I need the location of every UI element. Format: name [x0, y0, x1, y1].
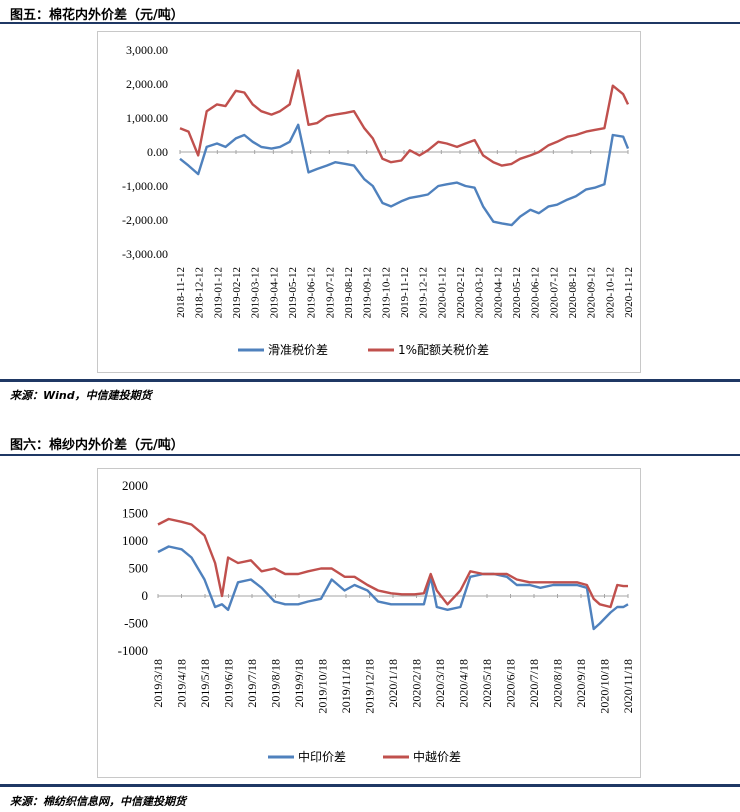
yarn-chart-frame: 2000 1500 1000 500 0 -500 -1000 2019/3/18 2019/4…: [97, 468, 641, 778]
yarn-x-tick-label: 2020/6/18: [504, 659, 518, 708]
cotton-x-tick-label: 2019-02-12: [231, 267, 243, 318]
cotton-legend-label-1: 滑准税价差: [268, 343, 328, 357]
figure6-source: 来源：棉纺织信息网，中信建投期货: [10, 795, 186, 808]
yarn-x-tick-label: 2019/4/18: [175, 659, 189, 708]
yarn-x-tick-label: 2020/8/18: [551, 659, 565, 708]
cotton-y-tick-label: -2,000.00: [122, 213, 168, 227]
cotton-x-tick-label: 2019-09-12: [362, 267, 374, 318]
yarn-x-tick-label: 2019/5/18: [198, 659, 212, 708]
cotton-x-tick-label: 2018-12-12: [194, 267, 206, 318]
yarn-x-tick-label: 2019/9/18: [292, 659, 306, 708]
yarn-x-tick-label: 2020/4/18: [457, 659, 471, 708]
figure5-top-rule: [0, 22, 740, 24]
yarn-series-line-2: [157, 517, 628, 609]
cotton-chart-frame: 3,000.00 2,000.00 1,000.00 0.00 -1,000.00 -2,…: [97, 31, 641, 373]
cotton-x-tick-label: 2020-07-12: [548, 267, 560, 318]
yarn-series-line-1: [157, 545, 629, 631]
yarn-x-tick-label: 2020/2/18: [410, 659, 424, 708]
yarn-x-tick-label: 2020/7/18: [527, 659, 541, 708]
yarn-x-tick-label: 2019/6/18: [222, 659, 236, 708]
cotton-x-tick-label: 2019-12-12: [418, 267, 430, 318]
figure6-title: 图六：棉纱内外价差（元/吨）: [10, 438, 184, 453]
cotton-x-tick-label: 2020-11-12: [623, 267, 635, 318]
yarn-y-tick-label: -1000: [118, 643, 148, 658]
cotton-y-tick-label: 1,000.00: [126, 111, 168, 125]
yarn-x-tick-label: 2020/1/18: [386, 659, 400, 708]
figure5-bottom-rule: [0, 379, 740, 382]
cotton-x-tick-label: 2020-08-12: [567, 267, 579, 318]
cotton-x-tick-label: 2019-03-12: [250, 267, 262, 318]
cotton-x-tick-label: 2019-06-12: [306, 267, 318, 318]
cotton-x-tick-label: 2020-01-12: [436, 267, 448, 318]
cotton-x-tick-label: 2020-04-12: [492, 267, 504, 318]
figure6-bottom-rule: [0, 784, 740, 787]
cotton-x-tick-label: 2020-10-12: [604, 267, 616, 318]
cotton-y-tick-label: 0.00: [147, 145, 168, 159]
yarn-x-tick-label: 2020/5/18: [480, 659, 494, 708]
yarn-x-tick-label: 2019/7/18: [245, 659, 259, 708]
yarn-x-tick-label: 2020/11/18: [621, 659, 635, 713]
yarn-x-tick-label: 2019/11/18: [339, 659, 353, 713]
cotton-y-tick-label: 3,000.00: [126, 43, 168, 57]
cotton-x-tick-label: 2020-03-12: [474, 267, 486, 318]
yarn-legend-label-1: 中印价差: [298, 749, 346, 764]
figure5-source: 来源：Wind，中信建投期货: [10, 389, 152, 402]
yarn-y-tick-label: 0: [142, 588, 149, 603]
yarn-x-tick-label: 2020/3/18: [433, 659, 447, 708]
cotton-y-tick-label: 2,000.00: [126, 77, 168, 91]
cotton-y-tick-label: -3,000.00: [122, 247, 168, 261]
cotton-legend-label-2: 1%配额关税价差: [398, 343, 489, 357]
cotton-x-tick-label: 2020-05-12: [511, 267, 523, 318]
cotton-x-tick-label: 2019-08-12: [343, 267, 355, 318]
cotton-x-tick-label: 2019-04-12: [268, 267, 280, 318]
yarn-y-tick-label: 1000: [122, 533, 148, 548]
cotton-x-tick-label: 2018-11-12: [175, 267, 187, 318]
yarn-legend-label-2: 中越价差: [413, 749, 461, 764]
cotton-x-tick-label: 2020-02-12: [455, 267, 467, 318]
cotton-x-tick-label: 2019-07-12: [324, 267, 336, 318]
yarn-x-tick-label: 2020/10/18: [598, 659, 612, 714]
cotton-x-tick-label: 2020-06-12: [530, 267, 542, 318]
yarn-x-tick-label: 2020/9/18: [574, 659, 588, 708]
yarn-x-tick-label: 2019/10/18: [316, 659, 330, 714]
yarn-y-tick-label: 2000: [122, 478, 148, 493]
yarn-y-tick-label: 500: [129, 561, 149, 576]
figure6-top-rule: [0, 454, 740, 456]
yarn-y-tick-label: 1500: [122, 506, 148, 521]
cotton-series-line-1: [179, 123, 630, 227]
yarn-y-tick-label: -500: [124, 616, 148, 631]
figure5-title: 图五：棉花内外价差（元/吨）: [10, 8, 184, 23]
cotton-x-tick-label: 2020-09-12: [586, 267, 598, 318]
cotton-y-tick-label: -1,000.00: [122, 179, 168, 193]
cotton-x-tick-label: 2019-10-12: [380, 267, 392, 318]
yarn-x-tick-label: 2019/8/18: [269, 659, 283, 708]
yarn-x-tick-label: 2019/12/18: [363, 659, 377, 714]
cotton-spread-chart: 3,000.00 2,000.00 1,000.00 0.00 -1,000.00 -2,…: [122, 43, 635, 357]
cotton-series-line-2: [179, 69, 630, 167]
yarn-x-tick-label: 2019/3/18: [151, 659, 165, 708]
cotton-x-tick-label: 2019-01-12: [212, 267, 224, 318]
cotton-x-tick-label: 2019-11-12: [399, 267, 411, 318]
cotton-x-tick-label: 2019-05-12: [287, 267, 299, 318]
